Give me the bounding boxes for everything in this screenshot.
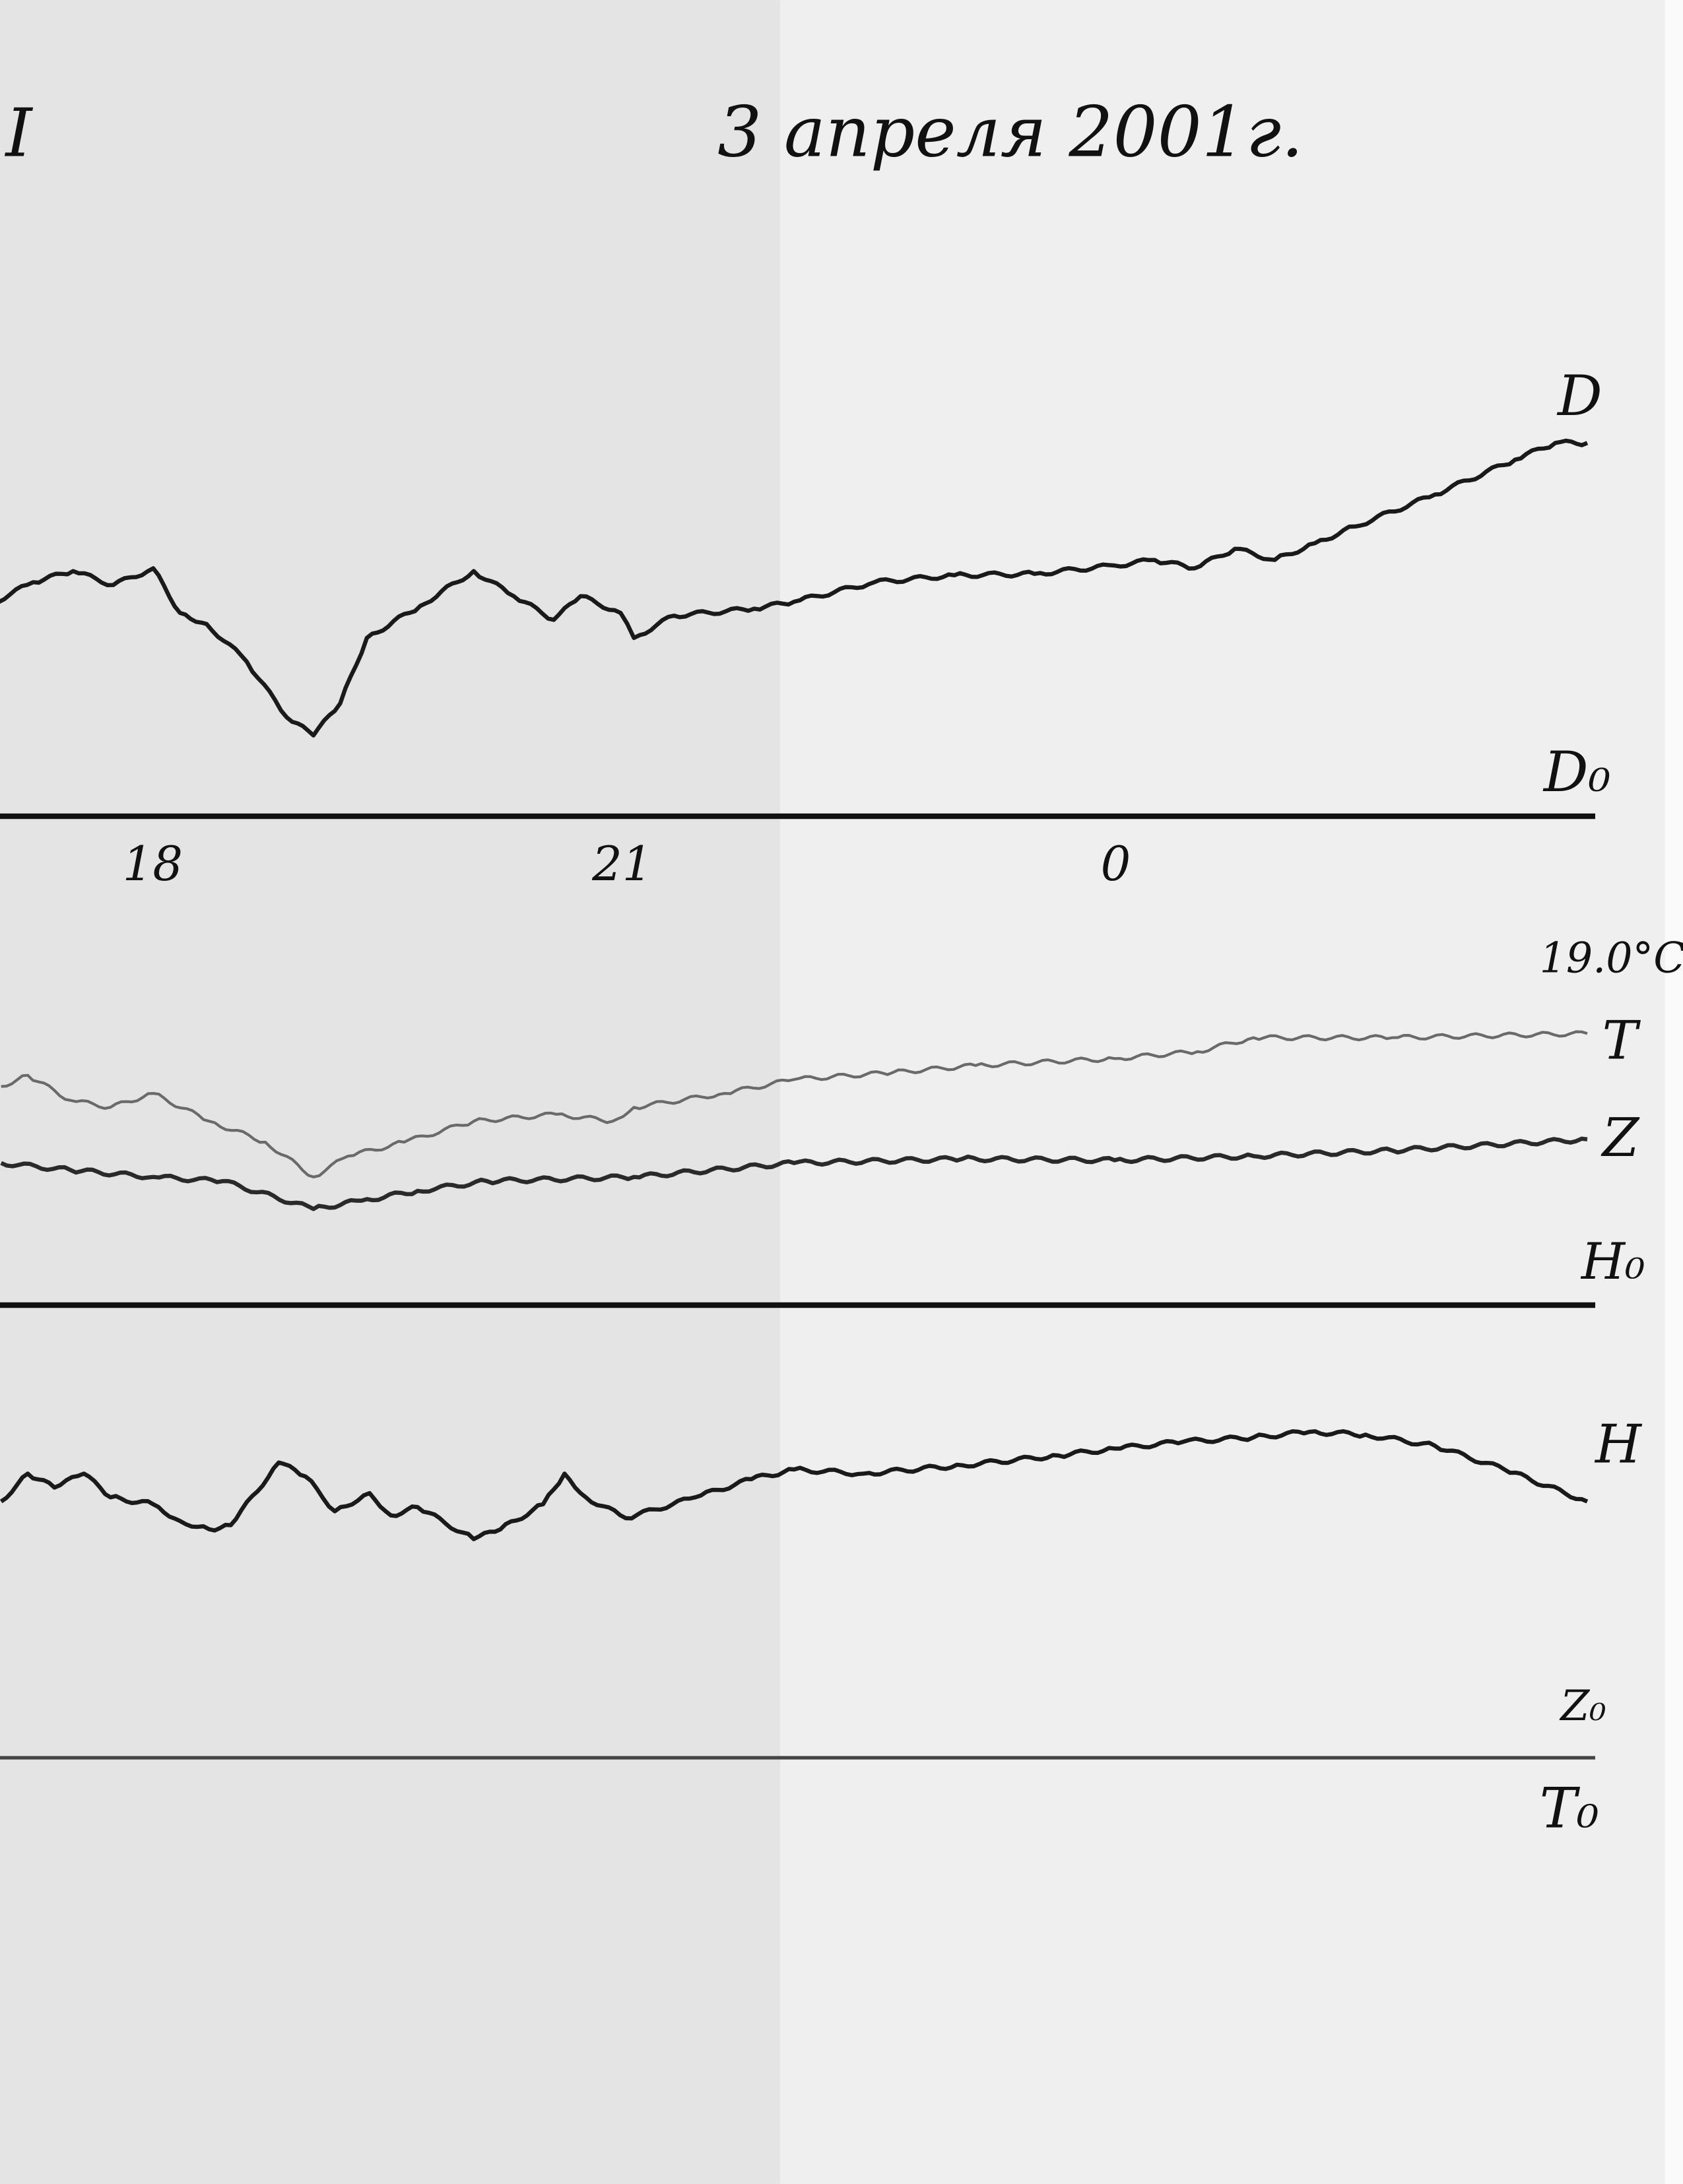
paper-edge [1665, 0, 1683, 2184]
label-t: T [1602, 1010, 1641, 1071]
label-t0: T₀ [1540, 1776, 1599, 1841]
label-temperature: 19.0°C [1540, 933, 1683, 982]
label-z: Z [1600, 1107, 1640, 1169]
label-h: H [1594, 1414, 1643, 1475]
sheet-number: I [4, 94, 33, 172]
label-d0: D₀ [1542, 740, 1611, 804]
trace-t [1, 1030, 1588, 1178]
label-d: D [1556, 364, 1602, 428]
trace-z [0, 1136, 1588, 1211]
label-h0: H₀ [1580, 1232, 1645, 1291]
label-z0: Z₀ [1559, 1681, 1606, 1730]
x-tick-label: 21 [591, 836, 652, 891]
paper-light-region [780, 0, 1683, 2184]
x-tick-label: 18 [123, 836, 183, 891]
trace-h [0, 1429, 1589, 1541]
traces [0, 438, 1589, 1541]
x-tick-label: 0 [1101, 836, 1131, 891]
chart-title: 3 апреля 2001г. [717, 91, 1304, 172]
trace-d [0, 438, 1589, 738]
